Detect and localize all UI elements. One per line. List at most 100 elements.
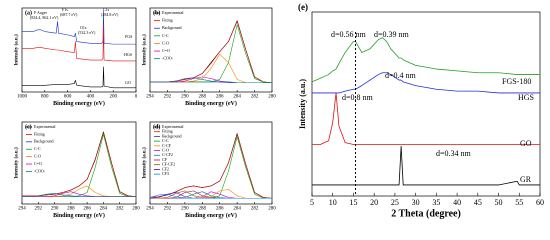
y-axis-label: Intensity (a.u.) xyxy=(143,34,148,66)
series-line xyxy=(312,145,540,186)
plot-frame xyxy=(149,7,273,93)
series-label: HGS xyxy=(124,52,132,57)
series-label: FGS xyxy=(125,34,132,39)
x-tick-label: 288 xyxy=(67,207,75,212)
series-label: GO xyxy=(520,139,532,148)
panel-label: (b) xyxy=(153,9,160,16)
legend-label: C-O xyxy=(162,147,169,152)
annotation: (532.3 eV) xyxy=(78,30,96,35)
x-tick-label: 282 xyxy=(116,207,124,212)
series-line xyxy=(149,193,272,199)
annotation: C1s xyxy=(103,7,110,12)
plot-frame xyxy=(21,7,137,93)
x-tick-label: 55 xyxy=(515,198,523,207)
x-tick-label: 290 xyxy=(181,207,189,212)
annotation: F1s xyxy=(62,7,68,12)
series-line xyxy=(312,92,540,145)
x-tick-label: 35 xyxy=(432,198,440,207)
x-tick-label: 284 xyxy=(233,207,241,212)
background xyxy=(0,0,550,233)
annotation: O1s xyxy=(80,25,87,30)
legend-label: C-C xyxy=(34,146,41,151)
series-label: HGS xyxy=(518,93,534,102)
legend-label: -COO- xyxy=(162,56,174,61)
x-tick-label: 40 xyxy=(453,198,461,207)
series-line xyxy=(22,24,136,62)
legend-label: C=O xyxy=(162,48,170,53)
y-axis-label: Intensity (a.u.) xyxy=(143,147,148,179)
x-tick-label: 0 xyxy=(135,95,138,100)
x-tick-label: 294 xyxy=(146,95,154,100)
x-tick-label: 400 xyxy=(87,95,95,100)
x-tick-label: 294 xyxy=(146,207,154,212)
x-tick-label: 280 xyxy=(132,207,140,212)
legend-label: C=O xyxy=(34,161,42,166)
legend-label: Background xyxy=(162,133,182,138)
series-line xyxy=(22,66,136,89)
annotation: (687.7 eV) xyxy=(60,12,78,17)
panel-label: (a) xyxy=(25,9,32,16)
x-axis-label: 2 Theta (degree) xyxy=(391,209,461,220)
legend-label: CF-CF2 xyxy=(162,162,175,167)
series-label: GO xyxy=(125,80,131,85)
x-axis-label: Binding energy (eV) xyxy=(185,212,237,219)
x-tick-label: 286 xyxy=(216,207,224,212)
legend-label: CF3 xyxy=(162,171,169,176)
x-axis-label: Binding energy (eV) xyxy=(185,100,237,107)
annotation: F Auger xyxy=(34,10,48,15)
legend-label: C-C xyxy=(162,138,169,143)
y-axis-label: Intensity (a.u.) xyxy=(15,34,20,66)
x-tick-label: 286 xyxy=(83,207,91,212)
panel-label: (e) xyxy=(298,2,308,12)
plot-frame xyxy=(149,121,273,205)
legend-label: C-C xyxy=(162,33,169,38)
x-tick-label: 280 xyxy=(268,207,276,212)
plot-frame xyxy=(311,11,541,197)
panel-label: (c) xyxy=(25,123,32,130)
annotation: (284.8 eV) xyxy=(101,12,119,17)
x-tick-label: 290 xyxy=(51,207,59,212)
legend-label: Background xyxy=(162,25,182,30)
x-tick-label: 1000 xyxy=(17,95,28,100)
series-label: FGS-180 xyxy=(502,77,531,86)
x-tick-label: 20 xyxy=(370,198,378,207)
legend-label: C-CF2 xyxy=(162,152,173,157)
x-tick-label: 292 xyxy=(164,207,172,212)
x-axis-label: Binding energy (eV) xyxy=(53,100,105,107)
annotation: d=0.4 nm xyxy=(385,71,417,80)
x-tick-label: 284 xyxy=(100,207,108,212)
series-line xyxy=(312,72,540,94)
annotation: (834.4, 862.1 eV) xyxy=(30,15,59,21)
legend-label: CF xyxy=(162,157,168,162)
y-axis-label: Intensity (a.u.) xyxy=(298,79,307,129)
legend-label: C-CF xyxy=(162,143,172,148)
legend-label: C-O xyxy=(162,40,169,45)
legend-label: Fitting xyxy=(162,18,173,23)
legend-label: Experimental xyxy=(34,124,56,129)
panel-label: (d) xyxy=(153,123,160,130)
x-tick-label: 200 xyxy=(109,95,117,100)
x-tick-label: 290 xyxy=(181,95,189,100)
legend-label: C-O xyxy=(34,154,41,159)
x-tick-label: 288 xyxy=(199,207,207,212)
x-tick-label: 50 xyxy=(495,198,503,207)
x-tick-label: 284 xyxy=(233,95,241,100)
x-tick-label: 60 xyxy=(536,198,544,207)
x-tick-label: 15 xyxy=(349,198,357,207)
x-tick-label: 282 xyxy=(251,207,259,212)
series-line xyxy=(150,77,272,84)
legend-label: -COO- xyxy=(34,168,46,173)
legend-label: Fitting xyxy=(34,131,45,136)
legend-label: Experimental xyxy=(162,10,184,15)
x-tick-label: 280 xyxy=(268,95,276,100)
annotation: d=0.8 nm xyxy=(342,93,374,102)
x-tick-label: 286 xyxy=(216,95,224,100)
series-line xyxy=(22,193,136,197)
x-tick-label: 10 xyxy=(329,198,337,207)
series-label: GR xyxy=(520,175,532,184)
x-tick-label: 45 xyxy=(474,198,482,207)
x-tick-label: 800 xyxy=(41,95,49,100)
y-axis-label: Intensity (a.u.) xyxy=(15,147,20,179)
x-tick-label: 5 xyxy=(310,198,314,207)
legend-label: Background xyxy=(34,139,54,144)
